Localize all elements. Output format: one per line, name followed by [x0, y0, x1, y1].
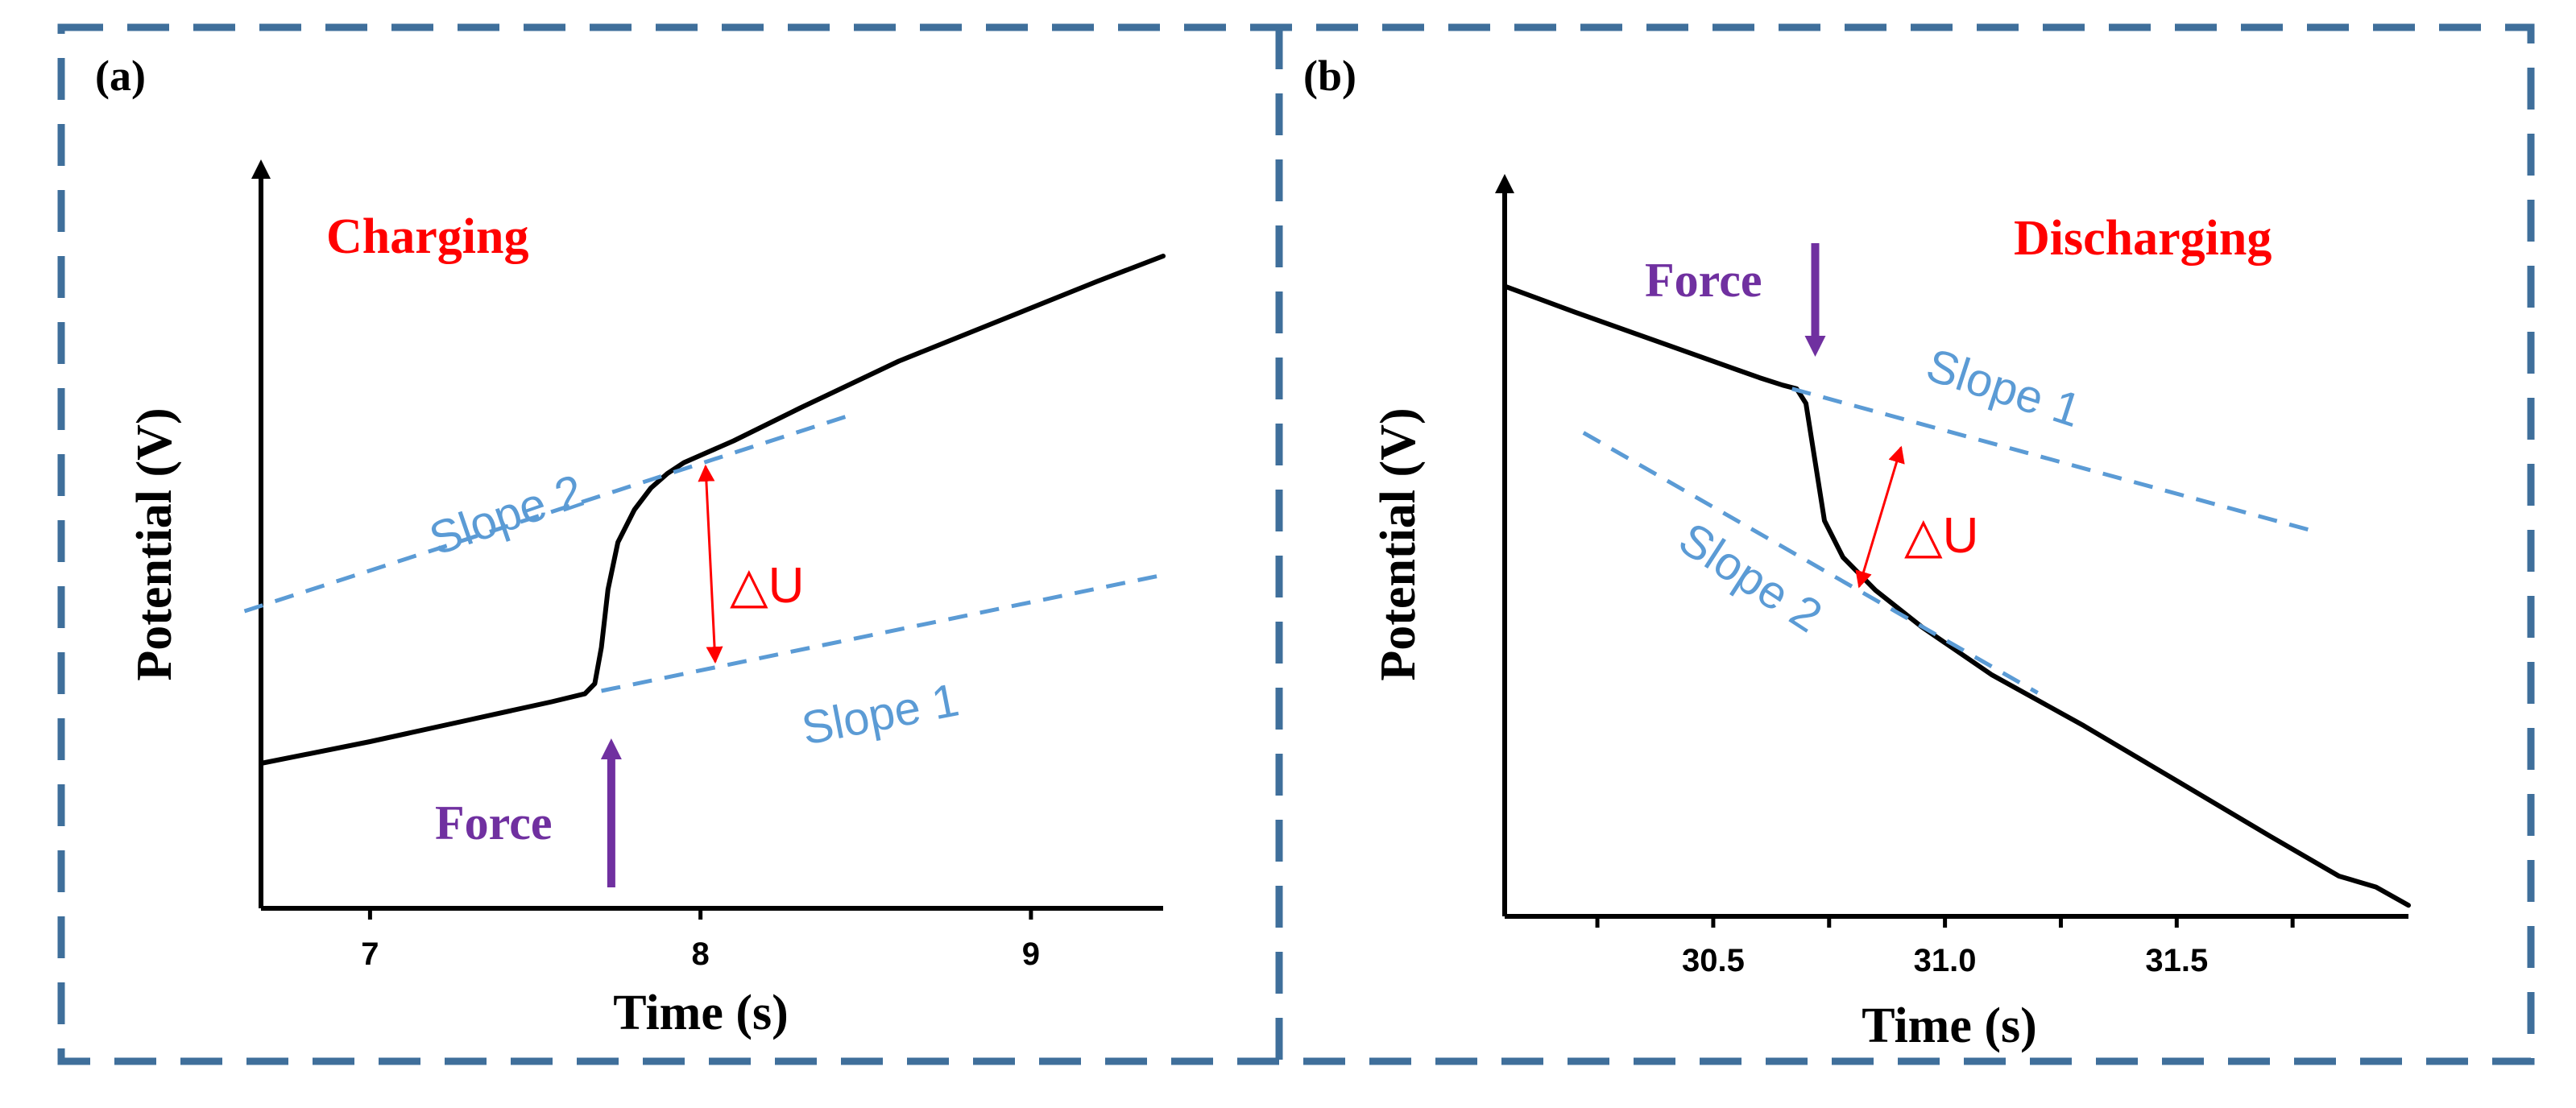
slope-1-line-b: [1791, 387, 2317, 534]
outer-dashed-frame: [57, 23, 2535, 1065]
x-tick-label-b: 31.0: [1914, 943, 1977, 978]
force-label-a: Force: [435, 796, 552, 850]
x-ticks-a: 7 8 9: [361, 908, 1040, 972]
x-ticks-b: 30.5 31.0 31.5: [1595, 916, 2295, 978]
panel-b: (b) 30.5 31.0 31.5 Discharging Force Slope…: [1303, 52, 2411, 1053]
delta-u-label-a: △U: [730, 558, 804, 614]
y-axis-label-a: Potential (V): [127, 407, 182, 680]
x-axis-label-a: Time (s): [613, 986, 789, 1040]
panel-a: (a) 7 8 9 Charging Slope 2 Slope 1 △U Forc…: [95, 52, 1166, 1040]
x-tick-label-a: 7: [361, 936, 379, 972]
slope-1-line-a: [601, 573, 1164, 693]
potential-curve-a: [259, 254, 1166, 766]
delta-u-arrow-a: [698, 464, 723, 664]
x-tick-label-a: 9: [1022, 936, 1040, 972]
x-axis-label-b: Time (s): [1862, 998, 2037, 1053]
force-label-b: Force: [1645, 254, 1762, 307]
potential-curve-b: [1502, 283, 2411, 908]
state-title-a: Charging: [326, 209, 528, 264]
state-title-b: Discharging: [2014, 211, 2272, 266]
slope-1-label-b: Slope 1: [1920, 339, 2087, 438]
slope-1-label-a: Slope 1: [797, 673, 963, 755]
delta-u-arrow-b: [1855, 445, 1905, 589]
slope-2-label-a: Slope 2: [423, 465, 590, 566]
panel-label-a: (a): [95, 52, 146, 100]
slope-2-label-b: Slope 2: [1670, 512, 1831, 643]
y-axis-label-b: Potential (V): [1371, 407, 1426, 680]
delta-u-label-b: △U: [1904, 508, 1978, 564]
x-tick-label-b: 30.5: [1682, 943, 1745, 978]
x-tick-label-b: 31.5: [2145, 943, 2208, 978]
panel-label-b: (b): [1303, 52, 1356, 100]
slope-2-line-a: [243, 413, 851, 614]
slope-2-line-b: [1582, 431, 2039, 695]
x-tick-label-a: 8: [692, 936, 710, 972]
